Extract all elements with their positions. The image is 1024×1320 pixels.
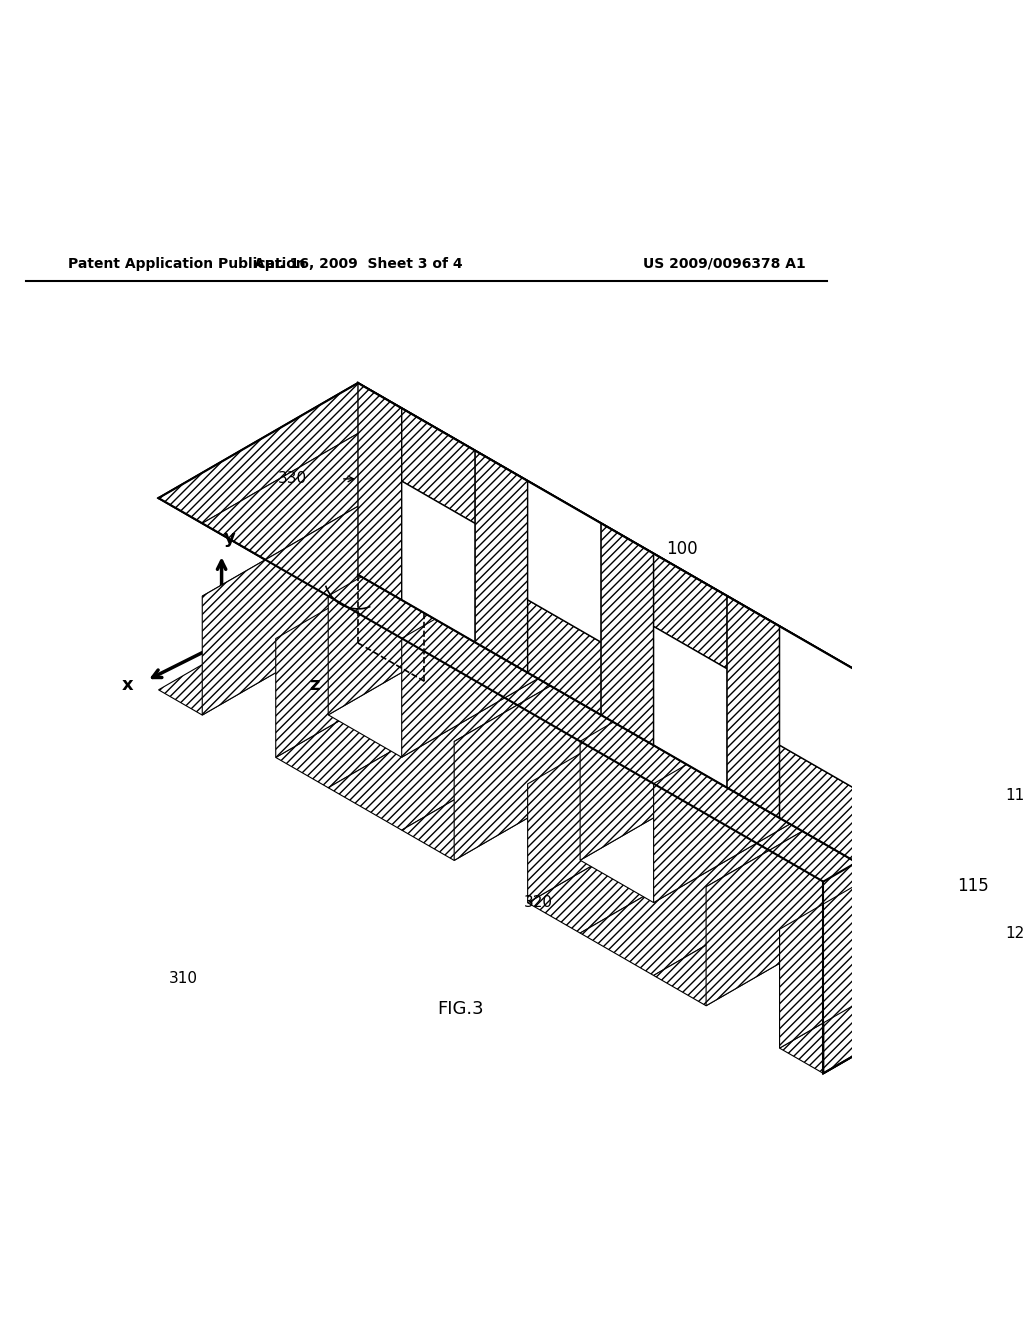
Polygon shape: [401, 408, 475, 524]
Polygon shape: [203, 480, 401, 715]
Polygon shape: [329, 673, 601, 830]
Polygon shape: [401, 523, 601, 758]
Polygon shape: [601, 523, 653, 746]
Polygon shape: [159, 574, 401, 715]
Polygon shape: [653, 669, 905, 814]
Polygon shape: [581, 626, 779, 861]
Polygon shape: [527, 480, 601, 643]
Polygon shape: [455, 627, 653, 861]
Polygon shape: [401, 523, 653, 669]
Polygon shape: [527, 595, 779, 742]
Polygon shape: [653, 669, 853, 903]
Polygon shape: [159, 383, 401, 523]
Polygon shape: [653, 553, 727, 669]
Text: x: x: [122, 676, 134, 694]
Polygon shape: [779, 742, 1023, 882]
Polygon shape: [779, 933, 1023, 1073]
Polygon shape: [159, 383, 1023, 882]
Polygon shape: [779, 744, 853, 861]
Polygon shape: [527, 599, 601, 715]
Polygon shape: [823, 767, 1023, 1073]
Polygon shape: [203, 408, 475, 566]
Polygon shape: [779, 626, 853, 788]
Polygon shape: [275, 450, 527, 595]
Polygon shape: [275, 524, 475, 758]
Polygon shape: [329, 599, 601, 758]
Polygon shape: [401, 715, 653, 861]
Text: FIG.3: FIG.3: [437, 1001, 483, 1019]
Polygon shape: [358, 383, 401, 601]
Text: Patent Application Publication: Patent Application Publication: [69, 256, 306, 271]
Polygon shape: [527, 669, 727, 903]
Polygon shape: [779, 814, 979, 1048]
Text: y: y: [224, 529, 236, 548]
Polygon shape: [455, 627, 727, 784]
Polygon shape: [358, 383, 1023, 958]
Polygon shape: [581, 818, 853, 975]
Polygon shape: [401, 480, 475, 643]
Polygon shape: [527, 788, 779, 933]
Text: 115: 115: [957, 876, 989, 895]
Polygon shape: [853, 669, 905, 891]
Text: 100: 100: [667, 540, 698, 558]
Text: Apr. 16, 2009  Sheet 3 of 4: Apr. 16, 2009 Sheet 3 of 4: [254, 256, 462, 271]
Text: 320: 320: [524, 895, 553, 911]
Polygon shape: [905, 772, 979, 933]
Text: z: z: [309, 676, 319, 694]
Polygon shape: [707, 698, 979, 857]
Polygon shape: [653, 861, 905, 1006]
Polygon shape: [707, 772, 979, 929]
Polygon shape: [707, 772, 905, 1006]
Text: 120: 120: [1006, 927, 1024, 941]
Polygon shape: [475, 450, 527, 673]
Text: US 2009/0096378 A1: US 2009/0096378 A1: [643, 256, 806, 271]
Polygon shape: [455, 553, 727, 711]
Text: 115: 115: [1006, 788, 1024, 803]
Polygon shape: [203, 480, 475, 639]
Polygon shape: [329, 480, 527, 715]
Text: 330: 330: [278, 471, 307, 486]
Polygon shape: [581, 744, 853, 903]
Polygon shape: [727, 595, 779, 818]
Polygon shape: [653, 627, 727, 788]
Polygon shape: [275, 643, 527, 788]
Polygon shape: [823, 767, 1023, 1073]
Polygon shape: [905, 698, 979, 814]
Polygon shape: [979, 742, 1023, 958]
Text: 310: 310: [169, 972, 198, 986]
